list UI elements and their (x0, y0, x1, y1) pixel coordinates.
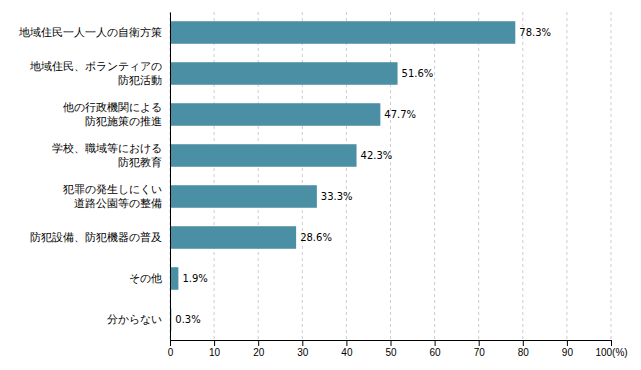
y-tick: 地域住民、ボランティアの防犯活動 (29, 60, 162, 85)
x-tick: 40 (341, 340, 353, 358)
grid-line (214, 12, 215, 340)
x-axis-line (171, 341, 612, 347)
y-axis: 分からない その他 防犯設備、防犯機器の普及 犯罪の発生しにくい道路公園等の整備 学校、… (18, 13, 171, 341)
y-tick: 犯罪の発生しにくい道路公園等の整備 (63, 183, 162, 208)
grid-line (258, 12, 259, 340)
plot: 0 10 20 30 40 50 60 70 80 90 100(%) 分からない その他 防犯設備、防犯… (18, 12, 628, 358)
x-tick: 0 (168, 340, 174, 358)
y-tick-label: その他 (129, 272, 162, 284)
grid-line (170, 12, 171, 340)
x-tick-mark (170, 340, 171, 346)
bars (170, 21, 515, 331)
x-tick-label: 70 (474, 347, 486, 358)
x-tick-label: 50 (385, 347, 397, 358)
y-tick-label: 地域住民一人一人の自衛方策 (18, 26, 162, 38)
x-tick: 10 (209, 340, 221, 358)
data-labels: 0.3% 1.9% 28.6% 33.3% 42.3% 47.7% 51.6% 78.3% (175, 27, 551, 325)
x-tick-mark (258, 340, 259, 346)
y-tick-label: 学校、職域等における防犯教育 (52, 142, 162, 167)
grid-line (522, 12, 523, 340)
x-tick-mark (567, 340, 568, 346)
grid-line (478, 12, 479, 340)
x-tick: 80 (518, 340, 530, 358)
grid-line (346, 12, 347, 340)
grid-line (302, 12, 303, 340)
y-tick-label: 分からない (107, 313, 162, 325)
y-tick: 分からない (107, 313, 162, 325)
x-tick: 100(%) (595, 340, 627, 358)
y-axis-line (170, 13, 171, 341)
x-tick: 20 (253, 340, 265, 358)
x-tick-label: 80 (518, 347, 530, 358)
x-tick: 30 (297, 340, 309, 358)
x-tick-mark (523, 340, 524, 346)
data-label: 42.3% (361, 150, 393, 161)
y-tick: 地域住民一人一人の自衛方策 (18, 26, 162, 38)
bar (170, 185, 317, 208)
x-tick-label: 20 (253, 347, 265, 358)
x-axis: 0 10 20 30 40 50 60 70 80 90 100(%) (168, 340, 628, 358)
y-tick-label: 防犯設備、防犯機器の普及 (30, 231, 162, 243)
y-tick: 学校、職域等における防犯教育 (52, 142, 162, 167)
x-tick-label: 60 (430, 347, 442, 358)
x-tick-mark (346, 340, 347, 346)
grid-line (390, 12, 391, 340)
x-tick-label: 30 (297, 347, 309, 358)
x-tick-mark (391, 340, 392, 346)
x-tick-label: 90 (562, 347, 574, 358)
x-tick: 50 (385, 340, 397, 358)
y-tick: 防犯設備、防犯機器の普及 (30, 231, 162, 243)
y-tick-label: 他の行政機関による防犯施策の推進 (63, 101, 162, 126)
x-tick-label: 0 (168, 347, 174, 358)
y-tick-label: 犯罪の発生しにくい道路公園等の整備 (63, 183, 162, 208)
grid-line (434, 12, 435, 340)
data-label: 28.6% (300, 232, 332, 243)
bar (170, 103, 380, 126)
x-tick-mark (479, 340, 480, 346)
bar (170, 226, 296, 249)
data-label: 47.7% (384, 109, 416, 120)
x-tick: 70 (474, 340, 486, 358)
grid-line (566, 12, 567, 340)
x-tick-mark (214, 340, 215, 346)
bar (170, 267, 178, 290)
x-tick-mark (302, 340, 303, 346)
data-label: 1.9% (182, 273, 207, 284)
x-tick-label: 10 (209, 347, 221, 358)
y-tick-label: 地域住民、ボランティアの防犯活動 (29, 60, 162, 85)
x-tick-label: 100(%) (595, 347, 627, 358)
x-tick-label: 40 (341, 347, 353, 358)
bar (170, 62, 398, 85)
data-label: 33.3% (321, 191, 353, 202)
y-tick: その他 (129, 272, 162, 284)
x-tick: 60 (430, 340, 442, 358)
bar (170, 144, 357, 167)
data-label: 51.6% (402, 68, 434, 79)
bar (170, 21, 515, 44)
y-tick: 他の行政機関による防犯施策の推進 (63, 101, 162, 126)
x-tick: 90 (562, 340, 574, 358)
data-label: 0.3% (175, 314, 200, 325)
data-label: 78.3% (519, 27, 551, 38)
x-tick-mark (435, 340, 436, 346)
grid-line (611, 12, 612, 340)
grid (170, 12, 611, 340)
chart: 0 10 20 30 40 50 60 70 80 90 100(%) 分からない その他 防犯設備、防犯… (0, 0, 641, 370)
x-tick-mark (611, 340, 612, 346)
